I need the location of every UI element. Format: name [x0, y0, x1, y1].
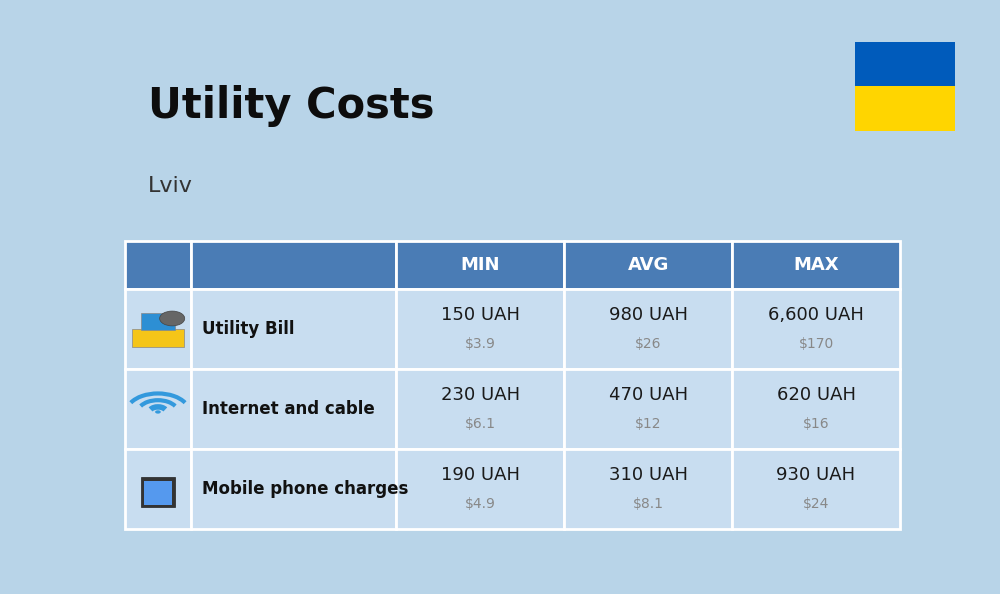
Text: $16: $16 — [803, 417, 829, 431]
Text: $170: $170 — [798, 337, 834, 350]
Text: 310 UAH: 310 UAH — [609, 466, 688, 484]
Bar — [144, 481, 172, 505]
Bar — [125, 368, 191, 448]
Text: Lviv: Lviv — [148, 176, 193, 197]
Bar — [396, 289, 564, 368]
Text: $26: $26 — [635, 337, 661, 350]
Bar — [132, 328, 184, 347]
Bar — [125, 448, 191, 529]
Text: Mobile phone charges: Mobile phone charges — [202, 479, 409, 498]
Bar — [396, 241, 564, 289]
Text: $24: $24 — [803, 497, 829, 511]
Bar — [191, 448, 396, 529]
Text: Utility Bill: Utility Bill — [202, 320, 295, 337]
Text: $12: $12 — [635, 417, 661, 431]
Bar — [191, 289, 396, 368]
Bar — [732, 289, 900, 368]
Text: $6.1: $6.1 — [465, 417, 496, 431]
Text: MIN: MIN — [460, 255, 500, 273]
Bar — [191, 368, 396, 448]
Text: 930 UAH: 930 UAH — [776, 466, 856, 484]
Bar — [125, 241, 191, 289]
Text: 190 UAH: 190 UAH — [441, 466, 520, 484]
Circle shape — [155, 410, 161, 413]
Text: AVG: AVG — [627, 255, 669, 273]
Bar — [564, 289, 732, 368]
Bar — [564, 448, 732, 529]
Bar — [141, 314, 175, 330]
Text: MAX: MAX — [793, 255, 839, 273]
Bar — [732, 368, 900, 448]
Bar — [564, 241, 732, 289]
Bar — [855, 42, 955, 86]
Bar — [732, 241, 900, 289]
Text: 150 UAH: 150 UAH — [441, 306, 520, 324]
Text: 470 UAH: 470 UAH — [609, 386, 688, 404]
Text: 620 UAH: 620 UAH — [777, 386, 856, 404]
Text: Internet and cable: Internet and cable — [202, 400, 375, 418]
Text: Utility Costs: Utility Costs — [148, 85, 435, 127]
Bar — [855, 86, 955, 131]
Text: 980 UAH: 980 UAH — [609, 306, 688, 324]
Text: 230 UAH: 230 UAH — [441, 386, 520, 404]
Text: 6,600 UAH: 6,600 UAH — [768, 306, 864, 324]
Text: $4.9: $4.9 — [465, 497, 496, 511]
Text: $8.1: $8.1 — [633, 497, 664, 511]
Bar — [396, 368, 564, 448]
Bar — [191, 241, 396, 289]
Bar — [125, 289, 191, 368]
Text: $3.9: $3.9 — [465, 337, 496, 350]
Bar — [732, 448, 900, 529]
Circle shape — [160, 311, 185, 326]
Bar — [396, 448, 564, 529]
Bar — [141, 477, 175, 507]
Bar — [564, 368, 732, 448]
